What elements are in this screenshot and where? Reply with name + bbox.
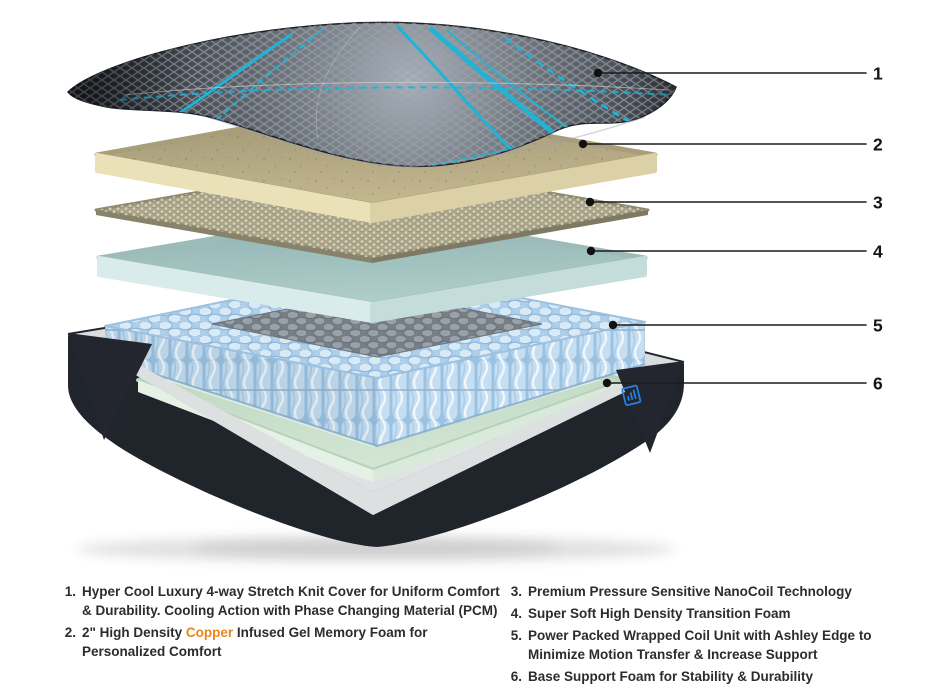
callout-number-5: 5: [873, 316, 883, 336]
base-right-corner-panel: [616, 361, 684, 453]
legend-item-5-text: Power Packed Wrapped Coil Unit with Ashl…: [528, 628, 872, 663]
legend-item-6-text: Base Support Foam for Stability & Durabi…: [528, 669, 814, 685]
callout-dot-1: [593, 68, 603, 78]
callout-dot-2: [578, 139, 588, 149]
legend-item-5: 5. Power Packed Wrapped Coil Unit with A…: [505, 626, 919, 664]
callout-dot-6: [602, 378, 612, 388]
legend-item-3-number: 3.: [510, 584, 522, 599]
legend-item-2-pre: 2" High Density: [82, 625, 186, 641]
legend-column-right: 3. Premium Pressure Sensitive NanoCoil T…: [505, 582, 919, 689]
legend-item-6-number: 6.: [510, 669, 522, 685]
legend-item-2-text: 2" High Density Copper Infused Gel Memor…: [82, 623, 503, 661]
legend-item-2: 2. 2" High Density Copper Infused Gel Me…: [59, 623, 503, 661]
legend-item-6: 6. Base Support Foam for Stability & Dur…: [505, 667, 919, 686]
legend-item-2-post: Infused Gel Memory Foam for Personalized…: [82, 625, 428, 660]
callout-number-2: 2: [873, 135, 883, 155]
legend: 1. Hyper Cool Luxury 4-way Stretch Knit …: [0, 582, 934, 689]
legend-item-4: 4. Super Soft High Density Transition Fo…: [505, 604, 919, 623]
legend-item-2-number: 2.: [64, 625, 76, 641]
mattress-exploded-diagram: 1 2 3 4 5 6: [67, 21, 883, 562]
legend-column-left: 1. Hyper Cool Luxury 4-way Stretch Knit …: [59, 582, 503, 689]
callout-number-4: 4: [873, 242, 883, 262]
ground-shadow: [76, 536, 676, 562]
callout-dot-5: [608, 320, 618, 330]
callout-2: 2: [578, 135, 883, 155]
callout-dot-3: [585, 197, 595, 207]
legend-item-4-post: High Density Transition Foam: [596, 606, 791, 622]
legend-item-1-number: 1.: [64, 584, 76, 599]
legend-item-4-text: Super Soft High Density Transition Foam: [528, 604, 919, 623]
legend-item-4-number: 4.: [510, 606, 522, 622]
super-soft-highlight: Super Soft: [528, 606, 597, 622]
ashley-mark-icon: [621, 384, 642, 407]
callout-6: 6: [602, 374, 883, 394]
callout-dot-4: [586, 246, 596, 256]
callout-number-1: 1: [873, 64, 883, 84]
callouts: 1 2 3 4 5 6: [578, 64, 883, 394]
legend-item-3-text: Premium Pressure Sensitive NanoCoil Tech…: [528, 584, 852, 599]
callout-1: 1: [593, 64, 883, 84]
callout-number-6: 6: [873, 374, 883, 394]
callout-number-3: 3: [873, 193, 883, 213]
legend-item-1-text: Hyper Cool Luxury 4-way Stretch Knit Cov…: [82, 584, 500, 619]
base-front-trim: [68, 333, 684, 515]
legend-item-3: 3. Premium Pressure Sensitive NanoCoil T…: [505, 582, 919, 601]
base-left-corner-panel: [68, 333, 152, 440]
legend-item-5-number: 5.: [510, 628, 522, 644]
copper-highlight: Copper: [185, 625, 234, 641]
callout-4: 4: [586, 242, 883, 262]
layer-knit-cover: [67, 21, 677, 168]
callout-5: 5: [608, 316, 883, 336]
legend-item-1: 1. Hyper Cool Luxury 4-way Stretch Knit …: [59, 582, 503, 620]
callout-3: 3: [585, 193, 883, 213]
